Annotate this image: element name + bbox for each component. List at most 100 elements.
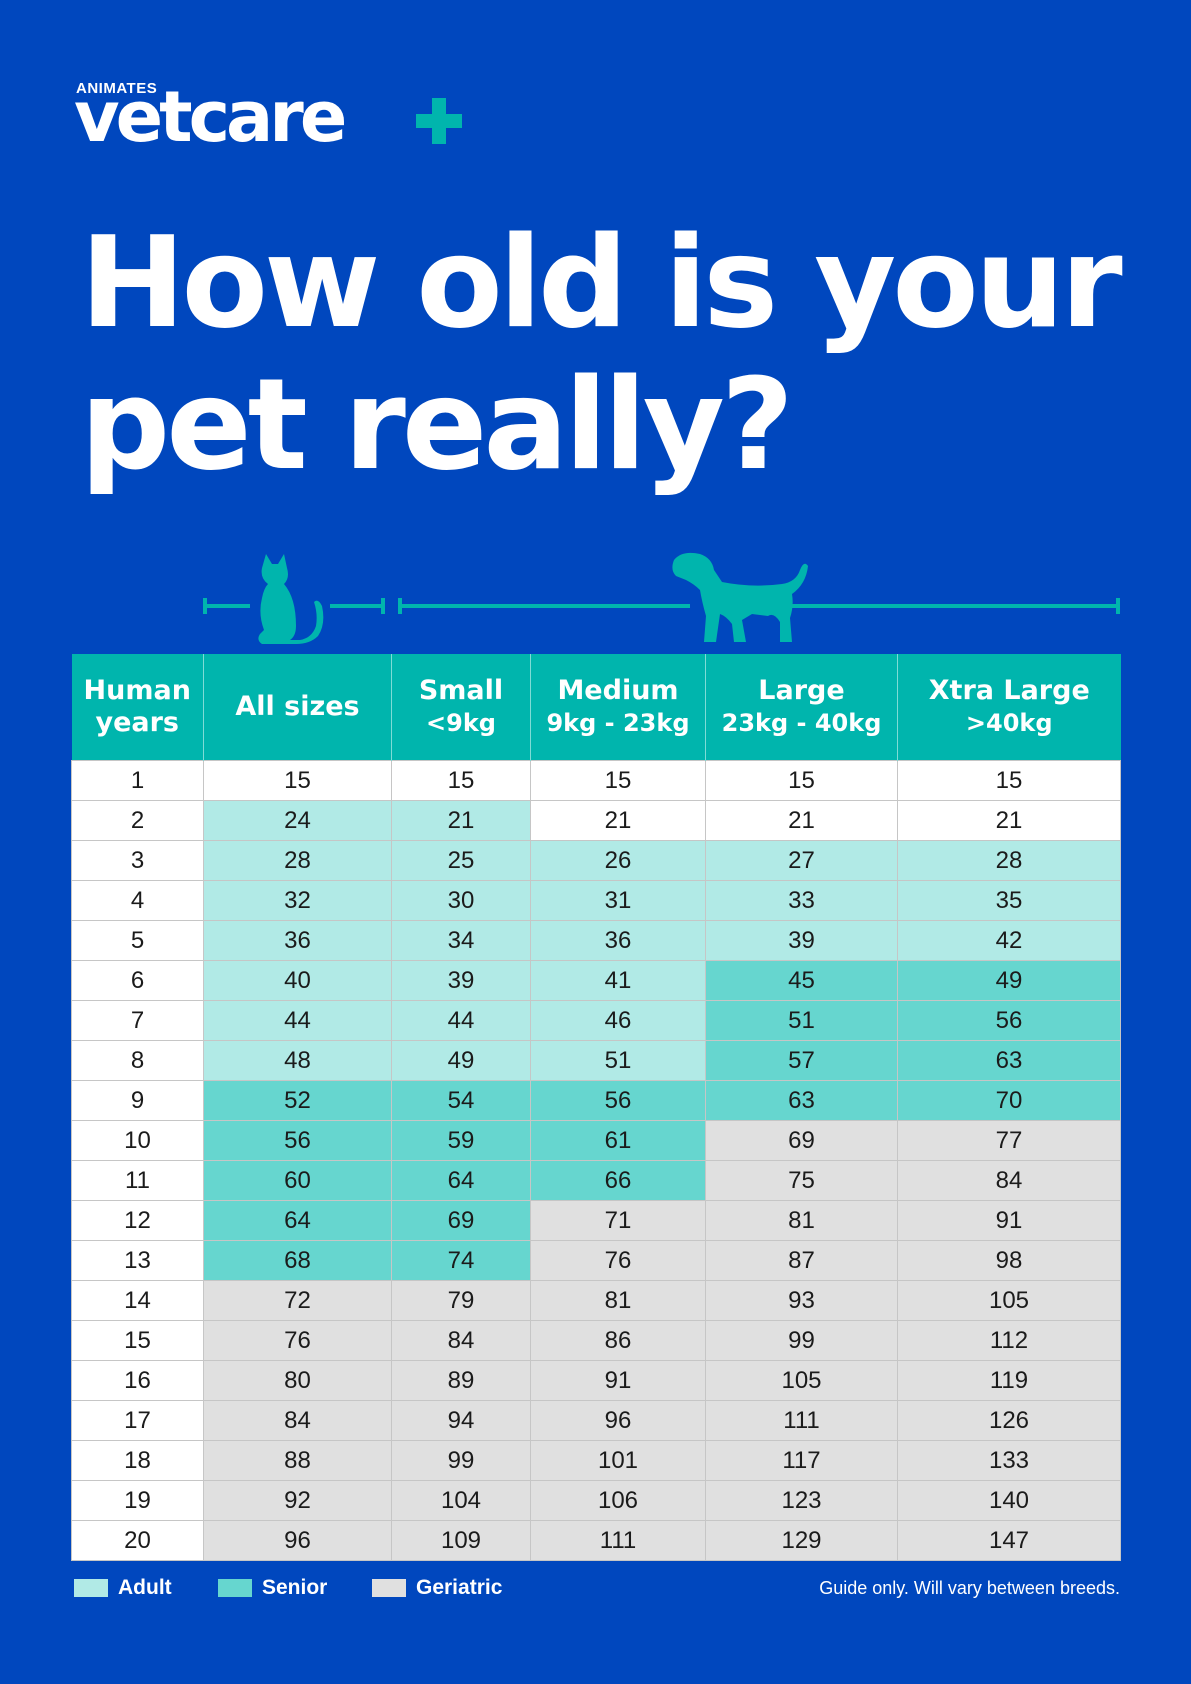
pet-age-cell: 51 xyxy=(530,1040,706,1081)
legend-label-adult: Adult xyxy=(118,1576,172,1599)
logo-brand-name: vetcare xyxy=(74,76,347,158)
table-row: 3 28 25 26 27 28 xyxy=(71,840,1121,881)
pet-age-cell: 26 xyxy=(530,840,706,881)
column-header-subtitle: 23kg - 40kg xyxy=(721,709,882,737)
pet-age-cell: 24 xyxy=(203,800,392,841)
table-row: 14 72 79 81 93 105 xyxy=(71,1280,1121,1321)
pet-age-cell: 98 xyxy=(897,1240,1121,1281)
table-row: 13 68 74 76 87 98 xyxy=(71,1240,1121,1281)
pet-age-cell: 117 xyxy=(705,1440,898,1481)
pet-age-cell: 56 xyxy=(530,1080,706,1121)
age-table: Human years All sizes Small <9kg Medium 9kg -… xyxy=(71,654,1121,1561)
pet-age-cell: 15 xyxy=(530,760,706,801)
pet-age-cell: 91 xyxy=(897,1200,1121,1241)
pet-age-cell: 15 xyxy=(705,760,898,801)
column-header-title: Medium xyxy=(557,675,679,706)
column-header-title: Xtra Large xyxy=(928,675,1090,706)
pet-age-cell: 99 xyxy=(705,1320,898,1361)
table-row: 4 32 30 31 33 35 xyxy=(71,880,1121,921)
pet-age-cell: 99 xyxy=(391,1440,531,1481)
pet-age-cell: 21 xyxy=(391,800,531,841)
pet-age-cell: 91 xyxy=(530,1360,706,1401)
pet-age-cell: 40 xyxy=(203,960,392,1001)
pet-age-cell: 28 xyxy=(897,840,1121,881)
legend-item-senior: Senior xyxy=(218,1576,327,1600)
pet-age-cell: 64 xyxy=(391,1160,531,1201)
legend: Adult Senior Geriatric xyxy=(74,1576,1124,1606)
column-header-title: Human years xyxy=(83,675,191,738)
table-row: 20 96 109 111 129 147 xyxy=(71,1520,1121,1561)
pet-age-cell: 44 xyxy=(391,1000,531,1041)
column-header: All sizes xyxy=(203,654,392,761)
human-years-cell: 11 xyxy=(71,1160,204,1201)
pet-age-cell: 119 xyxy=(897,1360,1121,1401)
column-header: Human years xyxy=(71,654,204,761)
pet-age-cell: 25 xyxy=(391,840,531,881)
pet-age-cell: 93 xyxy=(705,1280,898,1321)
pet-age-cell: 49 xyxy=(897,960,1121,1001)
vetcare-logo: ANIMATES vetcare xyxy=(74,76,462,160)
pet-age-cell: 94 xyxy=(391,1400,531,1441)
pet-age-cell: 31 xyxy=(530,880,706,921)
pet-age-cell: 112 xyxy=(897,1320,1121,1361)
column-header-subtitle: >40kg xyxy=(965,709,1053,737)
pet-age-cell: 63 xyxy=(705,1080,898,1121)
column-header-title: Small xyxy=(418,675,504,706)
pet-age-cell: 36 xyxy=(530,920,706,961)
pet-age-cell: 96 xyxy=(530,1400,706,1441)
pet-age-cell: 21 xyxy=(897,800,1121,841)
pet-age-cell: 81 xyxy=(705,1200,898,1241)
pet-age-cell: 84 xyxy=(897,1160,1121,1201)
pet-age-cell: 27 xyxy=(705,840,898,881)
pet-age-cell: 39 xyxy=(705,920,898,961)
pet-age-cell: 129 xyxy=(705,1520,898,1561)
column-header: Large 23kg - 40kg xyxy=(705,654,898,761)
human-years-cell: 4 xyxy=(71,880,204,921)
pet-age-cell: 84 xyxy=(203,1400,392,1441)
pet-age-cell: 56 xyxy=(203,1120,392,1161)
column-header-subtitle: <9kg xyxy=(426,709,496,737)
pet-age-cell: 68 xyxy=(203,1240,392,1281)
pet-age-cell: 147 xyxy=(897,1520,1121,1561)
table-row: 12 64 69 71 81 91 xyxy=(71,1200,1121,1241)
human-years-cell: 6 xyxy=(71,960,204,1001)
human-years-cell: 2 xyxy=(71,800,204,841)
pet-age-cell: 79 xyxy=(391,1280,531,1321)
human-years-cell: 5 xyxy=(71,920,204,961)
page-title-line-1: How old is your xyxy=(80,209,1123,356)
pet-age-cell: 84 xyxy=(391,1320,531,1361)
human-years-cell: 1 xyxy=(71,760,204,801)
pet-age-cell: 21 xyxy=(530,800,706,841)
legend-swatch-senior xyxy=(218,1579,252,1597)
pet-age-cell: 101 xyxy=(530,1440,706,1481)
pet-age-cell: 60 xyxy=(203,1160,392,1201)
pet-age-cell: 28 xyxy=(203,840,392,881)
pet-age-cell: 63 xyxy=(897,1040,1121,1081)
legend-item-geriatric: Geriatric xyxy=(372,1576,502,1600)
pet-age-cell: 80 xyxy=(203,1360,392,1401)
table-row: 11 60 64 66 75 84 xyxy=(71,1160,1121,1201)
table-row: 18 88 99 101 117 133 xyxy=(71,1440,1121,1481)
pet-age-cell: 76 xyxy=(530,1240,706,1281)
table-row: 19 92 104 106 123 140 xyxy=(71,1480,1121,1521)
pet-age-cell: 52 xyxy=(203,1080,392,1121)
table-row: 6 40 39 41 45 49 xyxy=(71,960,1121,1001)
human-years-cell: 19 xyxy=(71,1480,204,1521)
table-body: 1 15 15 15 15 15 2 24 21 21 21 21 3 28 25 26 27 28 4 32 30 31… xyxy=(71,760,1121,1561)
pet-age-cell: 105 xyxy=(897,1280,1121,1321)
pet-age-cell: 45 xyxy=(705,960,898,1001)
legend-swatch-geriatric xyxy=(372,1579,406,1597)
pet-age-cell: 36 xyxy=(203,920,392,961)
pet-age-cell: 32 xyxy=(203,880,392,921)
pet-age-cell: 56 xyxy=(897,1000,1121,1041)
pet-age-cell: 86 xyxy=(530,1320,706,1361)
pet-age-cell: 41 xyxy=(530,960,706,1001)
pet-age-cell: 88 xyxy=(203,1440,392,1481)
pet-age-cell: 44 xyxy=(203,1000,392,1041)
pet-age-cell: 106 xyxy=(530,1480,706,1521)
table-row: 1 15 15 15 15 15 xyxy=(71,760,1121,801)
human-years-cell: 12 xyxy=(71,1200,204,1241)
pet-age-cell: 15 xyxy=(203,760,392,801)
human-years-cell: 13 xyxy=(71,1240,204,1281)
pet-age-cell: 111 xyxy=(705,1400,898,1441)
